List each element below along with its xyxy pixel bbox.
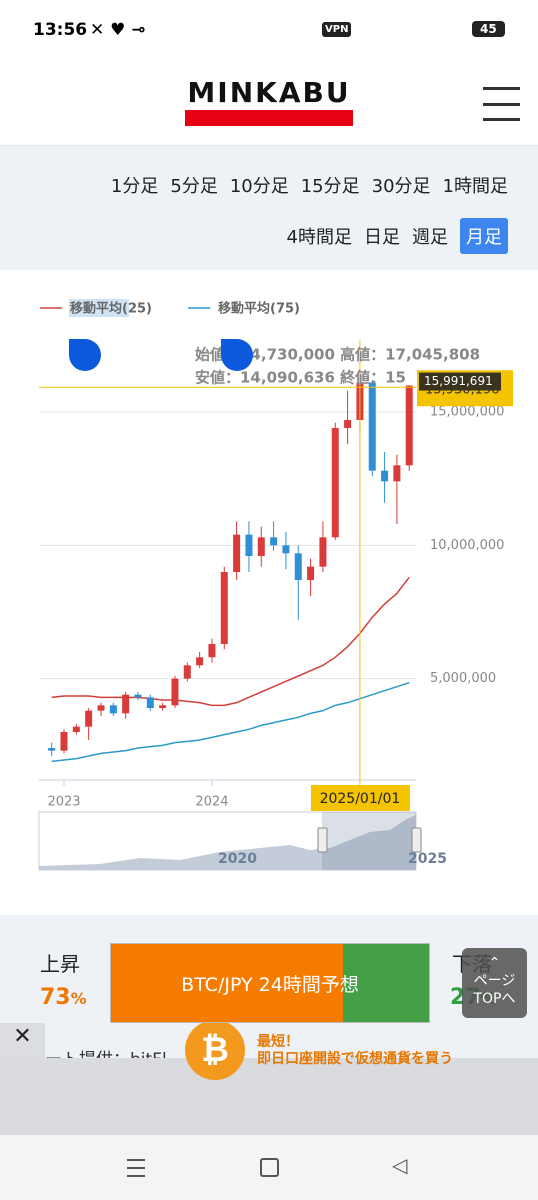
page-top[interactable]: ⌃ ページ TOPへ <box>462 948 527 1018</box>
timeframe[interactable]: 30分足 <box>371 176 431 197</box>
candle-body <box>319 537 327 567</box>
menu[interactable] <box>483 87 520 121</box>
time: 13:56 <box>33 20 88 40</box>
ad-close[interactable]: ✕ <box>0 1023 45 1058</box>
y-tick-label: 10,000,000 <box>430 538 504 553</box>
candle-body <box>257 537 265 556</box>
legend-label: 移動平均(25) <box>70 301 152 317</box>
ad: ート提供：bitFl ✕ ₿ 最短！ 即日口座開設で仮想通貨を買う <box>0 1023 538 1135</box>
candle-body <box>48 748 56 751</box>
battery: 45 <box>472 21 505 37</box>
navigator-handle <box>317 827 328 853</box>
timeframe-active[interactable]: 月足 <box>460 218 508 254</box>
candle-body <box>220 572 228 644</box>
candle-body <box>331 428 339 538</box>
ad-headline: 最短！ <box>257 1034 299 1050</box>
candle-body <box>344 420 352 428</box>
timeframe[interactable]: 4時間足 <box>286 227 352 248</box>
ohlc-readout: 安値：14,090,636 終値：15 <box>195 369 406 387</box>
chart: 5,000,000 10,000,000 15,000,000 2023 2024 移動平… <box>38 299 513 871</box>
timeframe-panel: 1分足 5分足 10分足 15分足 30分足 1時間足 4時間足 日足 週足 月足 <box>0 146 538 270</box>
timeframe[interactable]: 10分足 <box>229 176 289 197</box>
candle-body <box>393 465 401 482</box>
candle-body <box>196 657 204 666</box>
up-rate: 73% <box>40 985 87 1010</box>
ohlc-readout: 始値：14,730,000 高値：17,045,808 <box>195 346 480 364</box>
candle-body <box>381 470 389 482</box>
candle-body <box>233 534 241 572</box>
candle-body <box>159 705 167 708</box>
candle-body <box>109 705 117 714</box>
vpn: VPN <box>322 22 352 37</box>
navigator-area <box>39 815 416 870</box>
status-icons: ✕ ♥ ⊸ <box>90 20 146 40</box>
up-value: 73 <box>40 985 71 1010</box>
crosshair-x-label: 2025/01/01 <box>320 791 401 807</box>
candle-body <box>282 545 290 554</box>
selection <box>69 299 129 317</box>
nav-back[interactable]: ◁ <box>392 1153 408 1177</box>
candle-body <box>270 537 278 546</box>
candle-body <box>60 732 68 751</box>
crosshair-x-box <box>310 785 410 811</box>
y-tick-label: 15,000,000 <box>430 405 504 420</box>
forecast-button[interactable]: BTC/JPY 24時間予想 <box>110 943 430 1023</box>
timeframe[interactable]: 日足 <box>364 227 400 248</box>
candle-body <box>85 710 93 727</box>
candle-body <box>122 694 130 714</box>
logo-bar <box>185 110 353 126</box>
candle-body <box>307 566 315 580</box>
x-tick-label: 2023 <box>47 795 80 810</box>
timeframe[interactable]: 1時間足 <box>442 176 508 197</box>
candle-body <box>208 644 216 658</box>
nav-bar: ◁ <box>0 1135 538 1200</box>
navigator-handle <box>411 827 422 853</box>
navigator-end: 2025 <box>408 851 447 867</box>
candle-body <box>146 697 154 708</box>
timeframe-row: 1分足 5分足 10分足 15分足 30分足 1時間足 <box>0 172 508 198</box>
ad-band <box>0 1058 538 1135</box>
candle-body <box>171 678 179 706</box>
marker-icon <box>69 339 101 371</box>
timeframe[interactable]: 1分足 <box>110 176 159 197</box>
moving-average <box>51 576 410 707</box>
bitcoin-icon: ₿ <box>185 1023 245 1080</box>
candle-body <box>245 534 253 556</box>
navigator-selection <box>322 812 416 870</box>
marker-icon <box>221 339 253 371</box>
timeframe[interactable]: 週足 <box>412 227 448 248</box>
last-price-box <box>419 372 501 391</box>
candle-body <box>134 694 142 698</box>
candle-body <box>405 385 413 466</box>
ad-body: 即日口座開設で仮想通貨を買う <box>257 1051 453 1067</box>
page-top-text: TOPへ <box>473 991 516 1007</box>
page-top-text: ページ <box>473 973 516 989</box>
status-bar: 13:56 ✕ ♥ ⊸ VPN 45 <box>0 0 538 60</box>
x-tick-label: 2024 <box>195 795 228 810</box>
candle-body <box>97 705 105 711</box>
up-unit: % <box>70 989 87 1008</box>
last-price-label: 15,991,691 <box>424 374 493 388</box>
timeframe[interactable]: 5分足 <box>170 176 218 197</box>
nav-home[interactable] <box>260 1158 279 1177</box>
header: MINKABU <box>0 60 538 146</box>
candle-body <box>72 726 80 732</box>
candle-body <box>368 382 376 471</box>
timeframe-row: 4時間足 日足 週足 月足 <box>0 218 508 254</box>
y-tick-label: 5,000,000 <box>430 671 496 686</box>
logo[interactable]: MINKABU <box>187 76 351 109</box>
timeframe[interactable]: 15分足 <box>300 176 360 197</box>
candle-body <box>294 553 302 580</box>
up-label: 上昇 <box>40 952 80 976</box>
candle-body <box>183 665 191 679</box>
navigator-start: 2020 <box>218 851 257 867</box>
legend-label: 移動平均(75) <box>218 301 300 317</box>
nav-recent[interactable] <box>127 1159 145 1177</box>
moving-average <box>51 681 410 763</box>
